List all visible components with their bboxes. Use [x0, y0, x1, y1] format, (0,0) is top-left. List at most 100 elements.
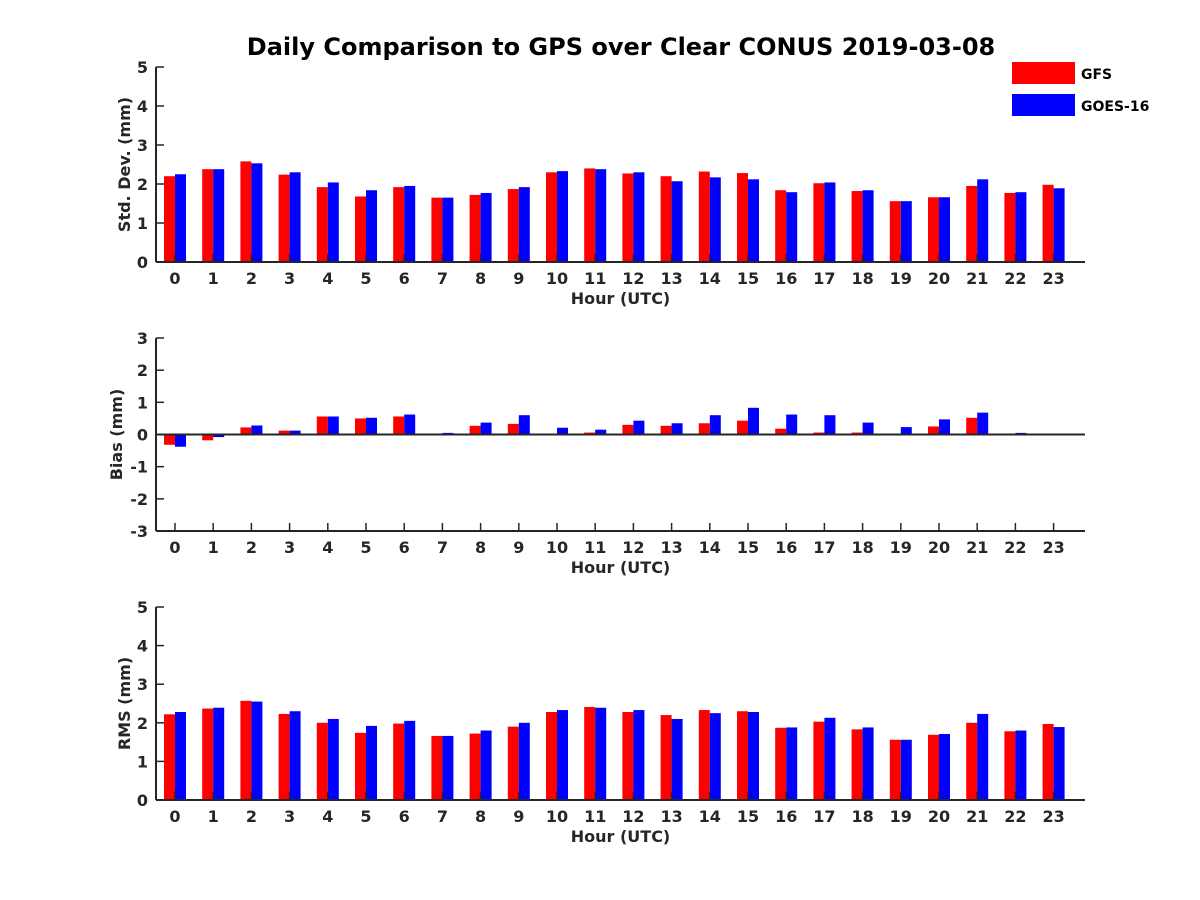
- y-tick-label: 1: [137, 393, 148, 412]
- y-tick-label: 1: [137, 752, 148, 771]
- x-tick-label: 4: [322, 269, 333, 288]
- x-axis-label: Hour (UTC): [571, 558, 671, 577]
- bar-goes-16-hour-1: [213, 434, 225, 438]
- legend-label-gfs: GFS: [1081, 67, 1112, 83]
- bar-gfs-hour-14: [698, 423, 710, 435]
- x-tick-label: 18: [851, 807, 873, 826]
- bar-gfs-hour-9: [507, 726, 519, 800]
- bar-goes-16-hour-5: [366, 190, 377, 262]
- bar-gfs-hour-6: [393, 723, 405, 800]
- bar-gfs-hour-8: [469, 425, 481, 435]
- bar-goes-16-hour-3: [289, 172, 301, 262]
- bar-goes-16-hour-2: [251, 701, 263, 800]
- x-tick-label: 20: [928, 538, 950, 557]
- x-tick-label: 14: [699, 538, 721, 557]
- x-tick-label: 5: [360, 807, 371, 826]
- bar-gfs-hour-12: [622, 424, 634, 435]
- bar-goes-16-hour-6: [404, 720, 416, 800]
- legend-swatch-goes-16: [1012, 94, 1075, 116]
- bar-goes-16-hour-10: [557, 710, 568, 800]
- chart-title: Daily Comparison to GPS over Clear CONUS…: [247, 33, 995, 61]
- x-tick-label: 22: [1004, 538, 1026, 557]
- x-tick-label: 16: [775, 807, 797, 826]
- bar-gfs-hour-0: [164, 176, 175, 262]
- x-tick-label: 18: [851, 269, 873, 288]
- bar-goes-16-hour-9: [518, 415, 530, 435]
- bar-gfs-hour-10: [546, 172, 557, 262]
- x-tick-label: 12: [622, 538, 644, 557]
- bar-goes-16-hour-18: [862, 422, 874, 435]
- x-tick-label: 15: [737, 269, 759, 288]
- bar-gfs-hour-0: [164, 434, 175, 445]
- x-tick-label: 3: [284, 269, 295, 288]
- y-tick-label: 3: [137, 675, 148, 694]
- x-axis-label: Hour (UTC): [571, 289, 671, 308]
- bar-goes-16-hour-15: [748, 407, 759, 435]
- bar-goes-16-hour-17: [824, 182, 836, 262]
- bar-gfs-hour-14: [698, 710, 710, 800]
- bar-gfs-hour-23: [1042, 184, 1054, 262]
- bar-gfs-hour-5: [355, 732, 366, 800]
- bar-goes-16-hour-5: [366, 725, 377, 800]
- x-tick-label: 6: [399, 269, 410, 288]
- x-tick-label: 0: [169, 269, 180, 288]
- bar-goes-16-hour-7: [442, 197, 454, 262]
- bar-gfs-hour-4: [316, 187, 328, 262]
- bar-goes-16-hour-9: [518, 187, 530, 262]
- bar-gfs-hour-2: [240, 161, 252, 262]
- bar-goes-16-hour-23: [1053, 727, 1065, 800]
- x-tick-label: 8: [475, 269, 486, 288]
- x-axis-label: Hour (UTC): [571, 827, 671, 846]
- series-goes-16: [175, 163, 1065, 262]
- x-tick-label: 15: [737, 807, 759, 826]
- bar-gfs-hour-16: [775, 727, 787, 800]
- bar-gfs-hour-3: [278, 430, 290, 435]
- bar-gfs-hour-20: [928, 734, 939, 800]
- bar-goes-16-hour-14: [709, 415, 721, 435]
- y-tick-label: 4: [137, 97, 148, 116]
- bar-gfs-hour-10: [546, 711, 557, 800]
- bar-gfs-hour-20: [928, 197, 939, 262]
- bar-goes-16-hour-17: [824, 717, 836, 800]
- x-tick-label: 20: [928, 269, 950, 288]
- bar-gfs-hour-7: [431, 735, 443, 800]
- bar-goes-16-hour-1: [213, 707, 225, 800]
- x-tick-label: 10: [546, 538, 568, 557]
- x-tick-label: 7: [437, 807, 448, 826]
- bar-goes-16-hour-13: [671, 181, 683, 262]
- bar-gfs-hour-13: [660, 425, 672, 435]
- x-tick-label: 18: [851, 538, 873, 557]
- bar-gfs-hour-19: [889, 201, 901, 262]
- bar-goes-16-hour-20: [939, 197, 950, 262]
- bar-gfs-hour-8: [469, 733, 481, 800]
- bar-goes-16-hour-13: [671, 718, 683, 800]
- bar-goes-16-hour-0: [175, 434, 186, 447]
- bar-gfs-hour-20: [928, 426, 939, 435]
- bar-goes-16-hour-16: [786, 414, 798, 435]
- bar-goes-16-hour-7: [442, 735, 454, 800]
- bar-gfs-hour-19: [889, 739, 901, 800]
- bar-goes-16-hour-2: [251, 163, 263, 262]
- bar-gfs-hour-17: [813, 721, 825, 800]
- x-tick-label: 3: [284, 807, 295, 826]
- bar-goes-16-hour-4: [327, 718, 339, 800]
- bar-gfs-hour-13: [660, 176, 672, 262]
- bar-goes-16-hour-13: [671, 423, 683, 435]
- x-tick-label: 23: [1042, 269, 1064, 288]
- bar-goes-16-hour-4: [327, 416, 339, 435]
- x-tick-label: 20: [928, 807, 950, 826]
- x-tick-label: 11: [584, 538, 606, 557]
- x-tick-label: 5: [360, 269, 371, 288]
- x-tick-label: 11: [584, 807, 606, 826]
- series-gfs: [164, 161, 1054, 262]
- bar-goes-16-hour-1: [213, 169, 225, 262]
- y-tick-label: 0: [137, 426, 148, 445]
- bar-goes-16-hour-16: [786, 192, 798, 262]
- bar-goes-16-hour-19: [900, 739, 912, 800]
- bar-gfs-hour-0: [164, 714, 175, 800]
- y-tick-label: 3: [137, 136, 148, 155]
- bar-gfs-hour-9: [507, 423, 519, 435]
- bar-gfs-hour-12: [622, 173, 634, 262]
- x-tick-label: 17: [813, 807, 835, 826]
